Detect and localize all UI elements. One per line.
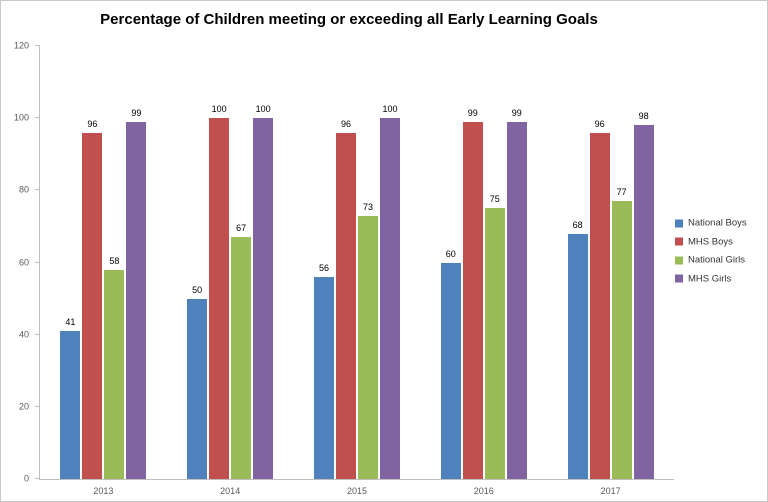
data-label-mhs-girls-2015: 100 bbox=[382, 104, 398, 115]
data-label-mhs-boys-2017: 96 bbox=[594, 118, 605, 129]
y-tick-label: 120 bbox=[13, 40, 29, 51]
y-tick-label: 60 bbox=[18, 257, 29, 267]
bar-mhs-boys-2014: 100 bbox=[209, 105, 230, 479]
bar-mhs-girls-2016: 99 bbox=[506, 108, 527, 479]
legend-swatch-mhs-boys bbox=[675, 237, 683, 246]
bar-mhs-boys-2016: 99 bbox=[462, 108, 483, 479]
bar-mhs-girls-2014: 100 bbox=[253, 105, 274, 479]
bar-mhs-boys-2017: 96 bbox=[589, 119, 610, 479]
data-label-national-girls-2017: 77 bbox=[616, 187, 627, 198]
bar-national-girls-2016: 75 bbox=[484, 195, 505, 479]
legend-label-mhs-girls: MHS Girls bbox=[688, 273, 732, 284]
bar-mhs-boys-2013: 96 bbox=[82, 119, 103, 479]
legend-item-national-girls: National Girls bbox=[675, 254, 761, 266]
data-label-national-girls-2016: 75 bbox=[489, 194, 500, 205]
y-tick-mark bbox=[35, 333, 40, 335]
data-label-national-girls-2015: 73 bbox=[362, 201, 373, 212]
y-tick-label: 40 bbox=[18, 329, 29, 340]
bar-mhs-girls-2017: 98 bbox=[633, 112, 654, 479]
y-tick-mark bbox=[35, 261, 40, 263]
legend-item-mhs-boys: MHS Boys bbox=[675, 237, 761, 247]
y-tick-label: 0 bbox=[23, 473, 29, 484]
data-label-mhs-boys-2015: 96 bbox=[340, 118, 351, 129]
bar-national-girls-2017: 77 bbox=[611, 188, 632, 479]
legend-label-national-girls: National Girls bbox=[688, 254, 746, 266]
data-label-national-boys-2013: 41 bbox=[65, 317, 76, 328]
legend-swatch-national-boys bbox=[675, 219, 683, 228]
y-tick-label: 80 bbox=[18, 184, 29, 195]
y-tick-label: 100 bbox=[13, 112, 29, 123]
data-label-mhs-boys-2013: 96 bbox=[87, 118, 98, 129]
data-label-national-boys-2015: 56 bbox=[318, 262, 329, 273]
y-tick-mark bbox=[35, 189, 40, 191]
x-tick-label-2016: 2016 bbox=[473, 486, 494, 496]
y-tick-mark bbox=[35, 405, 40, 407]
bar-mhs-boys-2015: 96 bbox=[335, 119, 356, 479]
bar-group-2017: 68 96 77 98 2017 bbox=[547, 46, 674, 496]
y-tick-mark bbox=[35, 117, 40, 119]
data-label-mhs-girls-2013: 99 bbox=[131, 107, 142, 118]
data-label-mhs-boys-2014: 100 bbox=[211, 104, 227, 115]
bar-national-boys-2016: 60 bbox=[440, 249, 461, 479]
y-tick-label: 20 bbox=[18, 401, 29, 412]
bar-group-2013: 41 96 58 99 2013 bbox=[40, 46, 167, 496]
data-label-mhs-girls-2017: 98 bbox=[638, 111, 649, 122]
plot-area: 41 96 58 99 2013 50 100 67 100 2014 56 96 73 100 2015 6… bbox=[35, 45, 674, 496]
x-tick-label-2015: 2015 bbox=[346, 486, 367, 496]
data-label-national-boys-2014: 50 bbox=[192, 284, 203, 295]
bar-national-boys-2017: 68 bbox=[567, 220, 588, 479]
data-label-national-boys-2017: 68 bbox=[572, 219, 583, 230]
bar-national-boys-2014: 50 bbox=[187, 285, 208, 479]
x-tick-label-2017: 2017 bbox=[600, 486, 621, 496]
legend-label-mhs-boys: MHS Boys bbox=[688, 236, 733, 247]
bar-national-girls-2015: 73 bbox=[357, 202, 378, 479]
y-tick-mark bbox=[35, 478, 40, 479]
bar-national-boys-2015: 56 bbox=[313, 263, 334, 479]
legend-label-national-boys: National Boys bbox=[688, 217, 747, 229]
bar-group-2016: 60 99 75 99 2016 bbox=[420, 46, 547, 496]
data-label-mhs-girls-2016: 99 bbox=[511, 107, 522, 118]
bar-national-girls-2014: 67 bbox=[231, 224, 252, 479]
bar-group-2014: 50 100 67 100 2014 bbox=[167, 46, 294, 496]
data-label-national-boys-2016: 60 bbox=[445, 248, 456, 259]
bar-mhs-girls-2015: 100 bbox=[379, 105, 400, 479]
bar-mhs-girls-2013: 99 bbox=[126, 108, 147, 479]
x-tick-label-2014: 2014 bbox=[220, 486, 241, 496]
chart-title: Percentage of Children meeting or exceed… bbox=[100, 11, 598, 28]
bar-group-2015: 56 96 73 100 2015 bbox=[294, 46, 421, 496]
bar-national-boys-2013: 41 bbox=[60, 318, 81, 479]
legend-swatch-national-girls bbox=[675, 256, 683, 265]
data-label-mhs-girls-2014: 100 bbox=[255, 104, 271, 115]
legend-swatch-mhs-girls bbox=[675, 274, 683, 283]
legend-item-national-boys: National Boys bbox=[675, 217, 761, 229]
data-label-national-girls-2013: 58 bbox=[109, 255, 120, 266]
bar-national-girls-2013: 58 bbox=[104, 256, 125, 479]
y-tick-mark bbox=[35, 45, 40, 46]
legend-item-mhs-girls: MHS Girls bbox=[675, 274, 761, 284]
x-tick-label-2013: 2013 bbox=[93, 486, 114, 496]
data-label-mhs-boys-2016: 99 bbox=[467, 107, 478, 118]
data-label-national-girls-2014: 67 bbox=[236, 223, 247, 234]
y-axis: 0 20 40 60 80 100 120 bbox=[1, 41, 37, 483]
legend: National Boys MHS Boys National Girls MHS G… bbox=[675, 217, 761, 284]
